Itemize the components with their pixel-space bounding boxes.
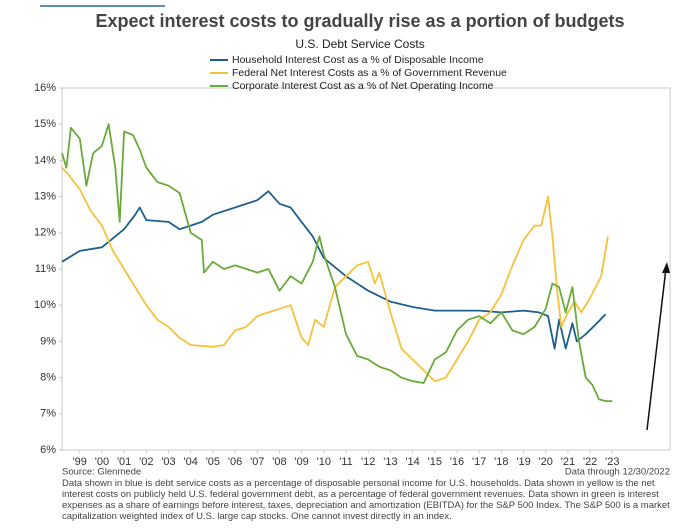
chart-title: Expect interest costs to gradually rise … — [95, 11, 624, 31]
y-tick-label: 7% — [40, 408, 56, 420]
x-tick-label: '12 — [361, 456, 375, 468]
x-tick-label: '00 — [95, 456, 109, 468]
arrow — [646, 267, 667, 431]
x-tick-label: '23 — [605, 456, 619, 468]
footnote: Data shown in blue is debt service costs… — [62, 478, 670, 522]
x-tick-label: '99 — [73, 456, 87, 468]
x-tick-label: '07 — [250, 456, 264, 468]
x-tick-label: '22 — [583, 456, 597, 468]
y-tick-label: 10% — [34, 299, 56, 311]
x-tick-label: '04 — [184, 456, 198, 468]
y-tick-label: 11% — [35, 263, 56, 275]
legend-label: Corporate Interest Cost as a % of Net Op… — [232, 80, 494, 92]
y-tick-label: 13% — [34, 191, 56, 203]
source: Source: Glenmede — [62, 467, 141, 478]
y-tick-label: 9% — [40, 335, 56, 347]
y-tick-label: 14% — [34, 154, 56, 166]
y-tick-label: 6% — [40, 444, 56, 456]
y-tick-label: 15% — [34, 118, 56, 130]
legend-label: Household Interest Cost as a % of Dispos… — [232, 54, 484, 66]
x-tick-label: '11 — [339, 456, 353, 468]
x-tick-label: '03 — [161, 456, 175, 468]
series-line — [61, 166, 609, 383]
plot-frame — [61, 87, 671, 451]
x-tick-label: '19 — [516, 456, 530, 468]
y-tick-label: 16% — [34, 82, 56, 94]
x-tick-label: '20 — [539, 456, 553, 468]
x-tick-label: '13 — [383, 456, 397, 468]
series-line — [61, 190, 607, 350]
x-tick-label: '02 — [139, 456, 153, 468]
data-through: Data through 12/30/2022 — [565, 467, 670, 478]
x-tick-label: '05 — [206, 456, 220, 468]
x-tick-label: '21 — [561, 456, 575, 468]
chart-subtitle: U.S. Debt Service Costs — [295, 37, 424, 51]
x-tick-label: '16 — [450, 456, 464, 468]
x-tick-label: '10 — [317, 456, 331, 468]
x-tick-label: '06 — [228, 456, 242, 468]
x-tick-label: '14 — [405, 456, 419, 468]
arrow-head — [662, 262, 670, 273]
series-line — [61, 123, 613, 402]
x-tick-label: '09 — [294, 456, 308, 468]
legend-label: Federal Net Interest Costs as a % of Gov… — [232, 67, 507, 79]
x-tick-label: '08 — [272, 456, 286, 468]
x-tick-label: '18 — [494, 456, 508, 468]
x-tick-label: '01 — [117, 456, 131, 468]
x-tick-label: '15 — [428, 456, 442, 468]
y-tick-label: 12% — [34, 227, 56, 239]
y-tick-label: 8% — [40, 372, 56, 384]
x-tick-label: '17 — [472, 456, 486, 468]
